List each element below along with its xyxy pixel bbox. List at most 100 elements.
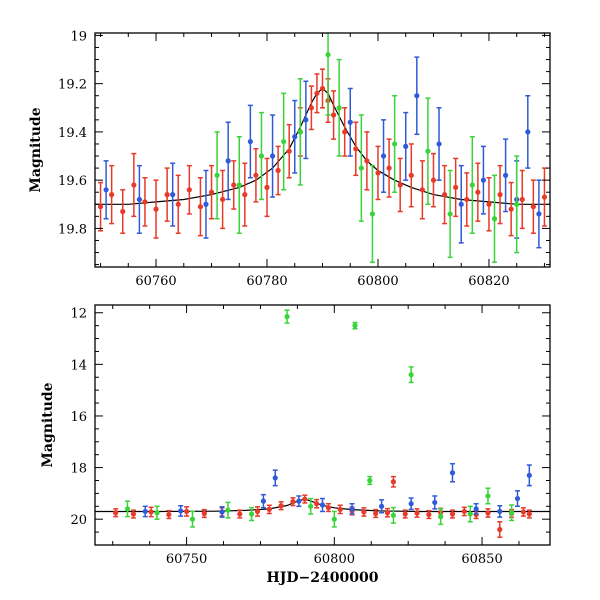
data-point xyxy=(464,172,470,227)
data-point xyxy=(353,121,359,177)
data-point xyxy=(491,174,498,263)
data-point xyxy=(508,181,514,237)
data-point xyxy=(414,508,420,518)
x-tick-label: 60780 xyxy=(246,274,287,289)
data-point xyxy=(170,162,176,227)
data-point xyxy=(480,145,487,215)
data-point xyxy=(403,111,409,181)
data-point xyxy=(469,135,475,234)
data-point xyxy=(183,506,190,517)
data-point xyxy=(453,157,459,218)
data-point xyxy=(142,505,148,518)
data-point xyxy=(281,92,287,191)
data-point xyxy=(189,510,196,528)
series-0 xyxy=(113,475,532,539)
data-point xyxy=(378,499,385,514)
data-point xyxy=(414,56,420,136)
model-curve xyxy=(95,498,550,513)
data-point xyxy=(342,107,348,157)
x-tick-label: 60800 xyxy=(314,552,355,567)
data-point xyxy=(313,498,320,509)
bottom-panel: 60750 60800 60850 12 14 16 18 20 Magnitude HJD−24… xyxy=(40,304,551,586)
data-point xyxy=(153,179,159,239)
data-point xyxy=(253,148,259,203)
data-point xyxy=(124,500,131,518)
data-point xyxy=(526,509,532,519)
data-point xyxy=(473,502,479,515)
y-tick-label: 19.2 xyxy=(58,78,87,93)
plot-area xyxy=(95,309,550,539)
data-point xyxy=(120,189,126,234)
data-point xyxy=(352,321,358,330)
data-point xyxy=(449,509,456,519)
axes-frame xyxy=(94,32,551,268)
data-point xyxy=(497,164,503,225)
data-point xyxy=(447,169,453,259)
data-point xyxy=(214,131,220,220)
data-point xyxy=(336,58,342,157)
data-point xyxy=(364,131,370,191)
data-point xyxy=(325,502,332,513)
data-point xyxy=(131,152,137,218)
data-point xyxy=(284,309,290,324)
data-point xyxy=(485,508,491,518)
data-point xyxy=(458,164,464,244)
data-point xyxy=(520,507,527,517)
x-axis-label: HJD−2400000 xyxy=(267,570,379,586)
data-point xyxy=(248,506,255,522)
data-point xyxy=(208,164,215,220)
data-point xyxy=(154,505,160,520)
data-point xyxy=(390,475,397,488)
x-tick-label: 60760 xyxy=(135,274,176,289)
data-point xyxy=(148,506,154,518)
data-point xyxy=(402,509,408,519)
data-point xyxy=(541,167,548,227)
data-point xyxy=(197,176,204,237)
y-tick-label: 19.8 xyxy=(58,222,87,237)
data-point xyxy=(426,509,432,520)
data-point xyxy=(497,505,503,518)
data-point xyxy=(449,462,456,483)
data-point xyxy=(236,135,242,234)
data-point xyxy=(432,495,438,510)
data-point xyxy=(254,506,261,517)
data-point xyxy=(231,160,237,210)
data-point xyxy=(290,497,296,507)
y-tick-label: 19.6 xyxy=(58,174,87,189)
data-point xyxy=(260,493,267,509)
data-point xyxy=(164,167,170,222)
data-point xyxy=(203,169,209,239)
data-point xyxy=(292,99,298,174)
model-curve xyxy=(95,87,550,205)
data-point xyxy=(319,497,326,513)
data-point xyxy=(296,495,302,508)
data-point xyxy=(136,164,142,234)
data-point xyxy=(331,510,337,528)
data-point xyxy=(419,160,425,220)
data-point xyxy=(441,164,448,225)
data-point xyxy=(225,121,231,201)
series-1 xyxy=(142,462,532,518)
data-point xyxy=(486,176,492,232)
data-point xyxy=(530,179,536,234)
data-point xyxy=(113,508,119,518)
y-tick-label: 20 xyxy=(70,513,87,528)
data-point xyxy=(97,181,104,232)
data-point xyxy=(361,507,367,517)
y-axis-label: Magnitude xyxy=(28,107,44,192)
axes-frame xyxy=(94,304,551,546)
data-point xyxy=(485,487,491,505)
data-point xyxy=(536,179,542,249)
data-point xyxy=(436,107,442,181)
top-panel: 60760 60780 60800 60820 19 19.2 19.4 19.6 19.8 Ma… xyxy=(28,29,551,289)
data-point xyxy=(278,501,284,511)
y-tick-label: 12 xyxy=(70,307,87,322)
data-point xyxy=(358,114,364,222)
data-point xyxy=(103,160,109,220)
data-point xyxy=(508,504,515,522)
data-point xyxy=(514,155,520,254)
y-tick-label: 19.4 xyxy=(58,126,87,141)
data-point xyxy=(519,169,525,230)
data-point xyxy=(380,119,387,193)
data-point xyxy=(438,508,444,526)
